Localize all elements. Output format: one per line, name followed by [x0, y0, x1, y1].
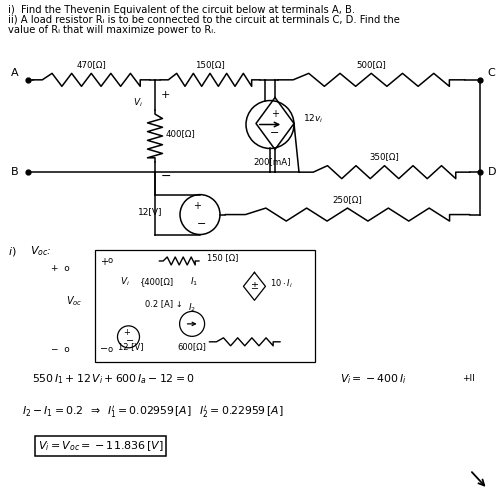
Text: 150 [Ω]: 150 [Ω]	[206, 253, 238, 262]
Text: −: −	[197, 219, 206, 229]
Text: 12[V]: 12[V]	[138, 208, 162, 217]
Text: o: o	[108, 345, 112, 354]
Text: 350[Ω]: 350[Ω]	[370, 152, 400, 161]
Text: $I_2 - I_1 = 0.2\;\;\Rightarrow\;\; I_1' = 0.02959\,[A]\;\;\; I_2' = 0.22959\,[A: $I_2 - I_1 = 0.2\;\;\Rightarrow\;\; I_1'…	[22, 404, 284, 420]
Text: 12 [V]: 12 [V]	[118, 342, 143, 351]
Text: $12v_i$: $12v_i$	[303, 112, 324, 125]
Text: −: −	[270, 128, 280, 138]
Text: D: D	[488, 167, 496, 177]
Text: $10\cdot I_i$: $10\cdot I_i$	[270, 277, 293, 290]
Text: $V_{oc}$:: $V_{oc}$:	[30, 245, 52, 258]
Text: +: +	[100, 257, 108, 267]
Text: $i)$: $i)$	[8, 245, 16, 257]
Text: i)  Find the Thevenin Equivalent of the circuit below at terminals A, B.: i) Find the Thevenin Equivalent of the c…	[8, 5, 354, 15]
Text: 400[Ω]: 400[Ω]	[166, 129, 196, 138]
Text: $V_i$: $V_i$	[120, 276, 130, 288]
Text: +: +	[123, 328, 130, 337]
Text: $I_2$: $I_2$	[188, 301, 196, 314]
Text: −  o: − o	[52, 345, 70, 354]
Text: $550\,I_1 + 12\,V_i + 600\,I_a - 12 = 0$: $550\,I_1 + 12\,V_i + 600\,I_a - 12 = 0$	[32, 372, 195, 386]
Text: −: −	[126, 336, 134, 346]
Text: +: +	[194, 201, 202, 211]
Text: 0.2 [A] ↓: 0.2 [A] ↓	[145, 299, 183, 308]
Text: ii) A load resistor Rₗ is to be connected to the circuit at terminals C, D. Find: ii) A load resistor Rₗ is to be connecte…	[8, 15, 400, 25]
Text: −: −	[100, 344, 108, 354]
Text: C: C	[488, 68, 495, 78]
Text: 500[Ω]: 500[Ω]	[356, 60, 386, 69]
Text: +: +	[161, 90, 170, 100]
Text: B: B	[11, 167, 18, 177]
Text: $V_i = -400\,I_i$: $V_i = -400\,I_i$	[340, 372, 406, 386]
Text: o: o	[108, 256, 112, 265]
Text: 250[Ω]: 250[Ω]	[332, 196, 362, 205]
Text: $V_i = V_{oc} = -11.836\,[V]$: $V_i = V_{oc} = -11.836\,[V]$	[38, 439, 164, 453]
Text: $I_1$: $I_1$	[190, 276, 198, 288]
Text: +II: +II	[462, 374, 475, 383]
FancyBboxPatch shape	[95, 250, 315, 362]
Text: $V_i$: $V_i$	[132, 96, 142, 109]
Text: 470[Ω]: 470[Ω]	[76, 60, 106, 69]
Text: $V_{oc}$: $V_{oc}$	[66, 294, 82, 307]
Text: 150[Ω]: 150[Ω]	[195, 60, 225, 69]
Text: +: +	[271, 109, 279, 119]
Text: A: A	[11, 68, 18, 78]
Text: {400[Ω]: {400[Ω]	[140, 277, 174, 286]
Text: +  o: + o	[52, 263, 70, 272]
Text: 600[Ω]: 600[Ω]	[178, 342, 206, 351]
Text: value of Rₗ that will maximize power to Rₗ.: value of Rₗ that will maximize power to …	[8, 25, 216, 35]
Text: ±: ±	[250, 281, 258, 291]
Text: 200[mA]: 200[mA]	[254, 158, 291, 167]
Text: −: −	[161, 170, 172, 183]
